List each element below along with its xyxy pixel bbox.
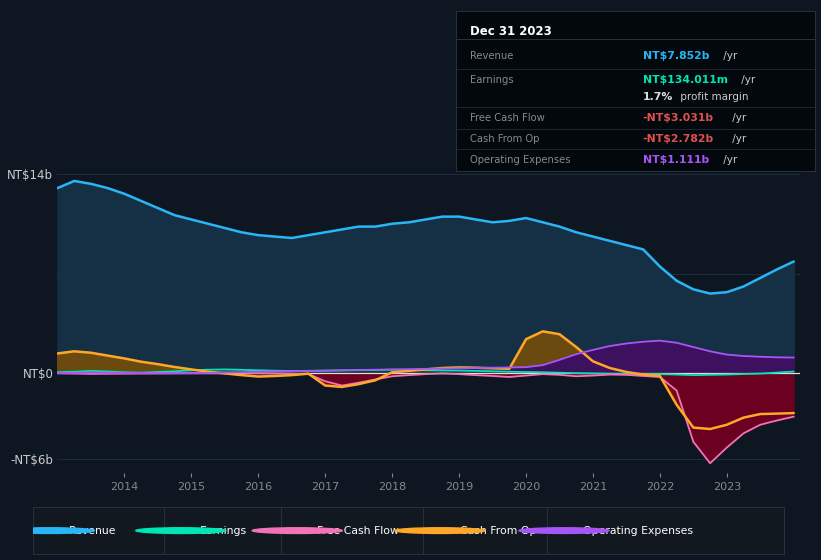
Text: -NT$2.782b: -NT$2.782b	[643, 134, 714, 144]
Text: Earnings: Earnings	[200, 526, 247, 535]
Text: NT$134.011m: NT$134.011m	[643, 75, 727, 85]
Circle shape	[252, 528, 342, 534]
Text: Cash From Op: Cash From Op	[460, 526, 536, 535]
Text: /yr: /yr	[720, 51, 737, 61]
Circle shape	[519, 528, 609, 534]
Text: /yr: /yr	[737, 75, 754, 85]
Text: Revenue: Revenue	[470, 51, 513, 61]
Text: Free Cash Flow: Free Cash Flow	[317, 526, 399, 535]
Text: -NT$3.031b: -NT$3.031b	[643, 113, 713, 123]
Text: NT$1.111b: NT$1.111b	[643, 155, 709, 165]
Text: Earnings: Earnings	[470, 75, 514, 85]
Text: Revenue: Revenue	[69, 526, 117, 535]
Text: /yr: /yr	[729, 134, 746, 144]
Text: 1.7%: 1.7%	[643, 92, 673, 102]
Text: profit margin: profit margin	[677, 92, 749, 102]
Text: Cash From Op: Cash From Op	[470, 134, 539, 144]
Text: Operating Expenses: Operating Expenses	[470, 155, 571, 165]
Text: Free Cash Flow: Free Cash Flow	[470, 113, 545, 123]
Text: /yr: /yr	[720, 155, 737, 165]
Circle shape	[395, 528, 485, 534]
Circle shape	[135, 528, 226, 534]
Text: Operating Expenses: Operating Expenses	[584, 526, 694, 535]
Text: /yr: /yr	[729, 113, 746, 123]
Text: NT$7.852b: NT$7.852b	[643, 51, 709, 61]
Text: Dec 31 2023: Dec 31 2023	[470, 25, 552, 38]
Circle shape	[4, 528, 94, 534]
